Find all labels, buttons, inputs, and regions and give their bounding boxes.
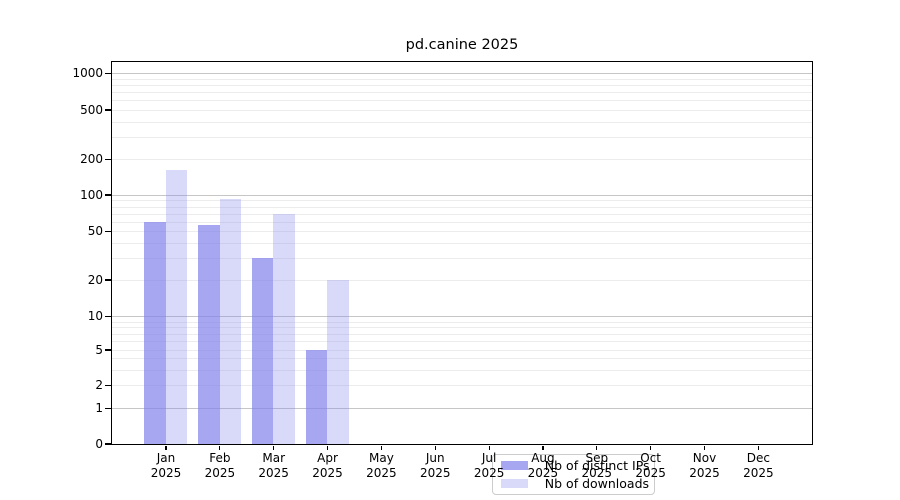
x-tick-label: Apr 2025 bbox=[312, 451, 343, 480]
y-tick bbox=[105, 231, 112, 233]
bar-distinct-ips bbox=[144, 221, 166, 444]
gridline bbox=[111, 91, 812, 93]
legend-swatch-distinct-ips-icon bbox=[500, 460, 528, 470]
x-tick bbox=[542, 445, 544, 450]
x-tick-label: Nov 2025 bbox=[689, 451, 720, 480]
gridline bbox=[111, 358, 812, 360]
gridline bbox=[111, 231, 812, 233]
x-tick bbox=[434, 445, 436, 450]
bar-downloads bbox=[219, 199, 242, 444]
gridline bbox=[111, 159, 812, 161]
gridline bbox=[111, 73, 812, 75]
y-tick bbox=[105, 279, 112, 281]
gridline bbox=[111, 408, 812, 410]
gridline bbox=[111, 369, 812, 371]
x-tick bbox=[219, 445, 221, 450]
bar-downloads bbox=[273, 214, 295, 444]
gridline bbox=[111, 109, 812, 111]
bar-distinct-ips bbox=[305, 349, 328, 444]
x-tick bbox=[273, 445, 275, 450]
y-tick bbox=[105, 385, 112, 387]
x-tick-label: Sep 2025 bbox=[581, 451, 613, 480]
y-tick-label: 1 bbox=[95, 401, 103, 415]
y-tick-label: 2 bbox=[95, 378, 103, 393]
y-tick bbox=[105, 316, 112, 318]
y-tick-label: 0 bbox=[95, 436, 103, 451]
chart-title: pd.canine 2025 bbox=[405, 37, 519, 53]
y-tick bbox=[105, 109, 112, 111]
x-tick-label: Oct 2025 bbox=[635, 451, 666, 480]
y-tick-label: 500 bbox=[80, 102, 103, 117]
bar-distinct-ips bbox=[251, 258, 274, 444]
legend-label-downloads: Nb of downloads bbox=[544, 475, 650, 491]
x-tick-label: Mar 2025 bbox=[258, 451, 289, 480]
y-tick bbox=[105, 72, 112, 74]
gridline bbox=[111, 84, 812, 86]
gridline bbox=[111, 321, 812, 323]
y-tick-label: 10 bbox=[87, 309, 103, 324]
x-tick-label: Jan 2025 bbox=[150, 451, 182, 480]
x-tick bbox=[326, 445, 329, 450]
gridline bbox=[111, 213, 812, 215]
x-tick-label: May 2025 bbox=[366, 451, 397, 480]
x-tick bbox=[703, 445, 706, 450]
gridline bbox=[111, 243, 812, 245]
gridline bbox=[111, 200, 812, 202]
x-tick bbox=[650, 445, 652, 450]
gridline bbox=[111, 258, 812, 260]
gridline bbox=[111, 341, 812, 343]
x-tick-label: Jul 2025 bbox=[473, 451, 505, 480]
gridline bbox=[111, 100, 812, 102]
y-tick-label: 200 bbox=[80, 151, 103, 166]
y-tick-label: 100 bbox=[80, 187, 103, 202]
x-tick bbox=[165, 445, 167, 450]
x-tick-label: Dec 2025 bbox=[743, 451, 774, 480]
y-tick bbox=[105, 158, 112, 160]
bar-downloads bbox=[327, 279, 349, 444]
legend-item-distinct-ips: Nb of distinct IPs bbox=[499, 457, 650, 473]
legend-label-distinct-ips: Nb of distinct IPs bbox=[544, 457, 650, 473]
gridline bbox=[111, 279, 812, 281]
x-tick bbox=[596, 445, 598, 450]
legend: Nb of distinct IPs Nb of downloads bbox=[491, 453, 655, 495]
y-tick-label: 1000 bbox=[72, 65, 103, 80]
gridline bbox=[111, 385, 812, 387]
y-tick bbox=[105, 194, 112, 196]
x-tick bbox=[757, 445, 759, 450]
x-tick-label: Feb 2025 bbox=[204, 451, 236, 480]
gridline bbox=[111, 137, 812, 139]
gridline bbox=[111, 121, 812, 123]
gridline bbox=[111, 333, 812, 335]
y-tick-label: 5 bbox=[95, 342, 103, 357]
y-tick bbox=[105, 349, 112, 351]
y-tick-label: 20 bbox=[87, 272, 103, 287]
gridline bbox=[111, 316, 812, 318]
gridline bbox=[111, 349, 812, 351]
bar-downloads bbox=[165, 169, 188, 444]
gridline bbox=[111, 78, 812, 80]
x-tick bbox=[488, 445, 490, 450]
plot-area: Nb of distinct IPs Nb of downloads bbox=[110, 60, 813, 495]
x-tick bbox=[380, 445, 382, 450]
x-tick-label: Jun 2025 bbox=[419, 451, 451, 480]
y-tick bbox=[105, 407, 112, 410]
gridline bbox=[111, 194, 812, 196]
y-tick bbox=[105, 443, 112, 445]
gridline bbox=[111, 206, 812, 208]
x-tick-label: Aug 2025 bbox=[527, 451, 559, 480]
gridline bbox=[111, 221, 812, 223]
legend-item-downloads: Nb of downloads bbox=[499, 475, 650, 491]
gridline bbox=[111, 327, 812, 329]
bar-distinct-ips bbox=[198, 224, 220, 444]
legend-swatch-downloads-icon bbox=[500, 478, 528, 488]
y-tick-label: 50 bbox=[87, 224, 103, 239]
